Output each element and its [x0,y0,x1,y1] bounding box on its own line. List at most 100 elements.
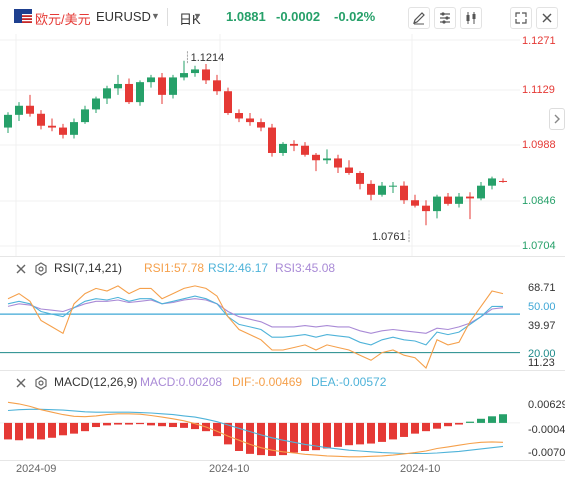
x-axis-label: 2024-09 [16,463,57,475]
x-axis-label: 2024-10 [209,463,250,475]
macd-hist-bar [158,422,166,427]
macd-hist-bar [389,422,397,440]
dif-line [7,401,504,458]
macd-hist-bar [323,422,331,449]
rsi-chart[interactable] [0,278,520,370]
settings-gear-icon[interactable] [34,376,48,390]
candle-body [136,82,144,103]
candle-body [114,83,122,89]
rsi-axis-label: 39.97 [528,320,556,332]
fullscreen-icon [515,12,527,24]
macd-axis-label: -0.00040 [528,424,565,436]
dif-value: DIF:-0.00469 [232,375,303,389]
candle-body [103,88,111,99]
eye-off-icon[interactable] [14,376,28,390]
macd-hist-bar [180,422,188,428]
candle-body [59,127,67,135]
pane-divider [0,256,565,257]
draw-button[interactable] [408,7,430,29]
macd-hist-bar [59,422,67,436]
rsi1-value: RSI1:57.78 [144,261,205,275]
macd-hist-bar [48,422,56,438]
price-axis-label: 1.1271 [522,35,556,47]
candle-body [477,185,485,199]
macd-axis-label: -0.00709 [528,447,565,459]
macd-axis-label: 0.00629 [528,399,565,411]
toolbar-divider [167,8,168,26]
macd-hist-bar [15,422,23,441]
candle-body [257,122,265,128]
draw-pen-icon [413,12,425,25]
candle-body [92,98,100,110]
symbol-code[interactable]: EURUSD [96,9,151,24]
macd-hist-bar [4,422,12,440]
candle-body [202,69,210,81]
macd-hist-bar [301,422,309,451]
candle-body [345,167,353,173]
macd-hist-bar [257,422,265,456]
eye-off-icon[interactable] [14,262,28,276]
dea-line [7,408,504,455]
macd-hist-bar [26,422,34,439]
candle-body [81,109,89,123]
period-selector[interactable]: 日K [179,12,201,27]
pane-divider [0,370,565,371]
settings-gear-icon[interactable] [34,262,48,276]
fullscreen-button[interactable] [510,7,532,29]
macd-hist-bar [235,422,243,451]
indicator-button[interactable] [434,7,456,29]
price-chart[interactable] [0,34,520,256]
macd-hist-bar [279,422,287,456]
candle-body [290,143,298,146]
indicator-icon [440,12,450,24]
macd-chart[interactable] [0,392,520,460]
candle-style-button[interactable] [460,7,482,29]
candle-style-icon [466,12,476,24]
candle-body [70,122,78,135]
period-chevron-icon[interactable]: ▼ [193,11,202,21]
low-annotation: 1.0761┊ [372,231,413,243]
macd-header: MACD(12,26,9) MACD:0.00208 DIF:-0.00469 … [8,375,528,391]
macd-hist-bar [147,422,155,426]
candle-body [356,172,364,184]
candle-body [411,200,419,206]
macd-hist-bar [477,418,485,423]
candle-body [466,196,474,199]
candle-body [400,185,408,201]
candle-body [312,154,320,161]
macd-hist-bar [345,422,353,446]
rsi3-value: RSI3:45.08 [275,261,336,275]
candle-body [367,183,375,195]
pair-name[interactable]: 欧元/美元 [35,12,91,27]
candle-body [389,185,397,187]
flag-icon [14,9,32,23]
macd-hist-bar [125,422,133,425]
price-change: -0.0002 [276,9,321,24]
x-axis-label: 2024-10 [400,463,441,475]
rsi-header: RSI(7,14,21) RSI1:57.78 RSI2:46.17 RSI3:… [8,261,528,277]
candle-body [26,105,34,114]
candle-body [125,83,133,103]
candle-body [15,105,23,115]
candle-body [422,205,430,212]
candle-body [191,69,199,74]
candle-body [444,196,452,204]
macd-hist-bar [191,422,199,430]
candle-body [224,91,232,114]
macd-hist-bar [70,422,78,434]
chart-toolbar: 欧元/美元 EURUSD ▼ 日K ▼ 1.0881 -0.0002 -0.02… [0,0,565,34]
low-annotation-value: 1.0761 [372,231,406,243]
side-panel-toggle[interactable] [549,108,565,130]
chevron-right-icon [554,114,560,124]
pane-divider [0,460,565,461]
close-button[interactable] [536,7,558,29]
candle-body [268,127,276,153]
chevron-down-icon[interactable]: ▼ [151,11,160,21]
candle-body [246,118,254,123]
macd-hist-bar [422,422,430,432]
macd-hist-bar [367,422,375,444]
macd-hist-bar [81,422,89,432]
macd-hist-bar [312,422,320,451]
rsi3-line [7,298,504,334]
rsi-axis-label: 68.71 [528,282,556,294]
